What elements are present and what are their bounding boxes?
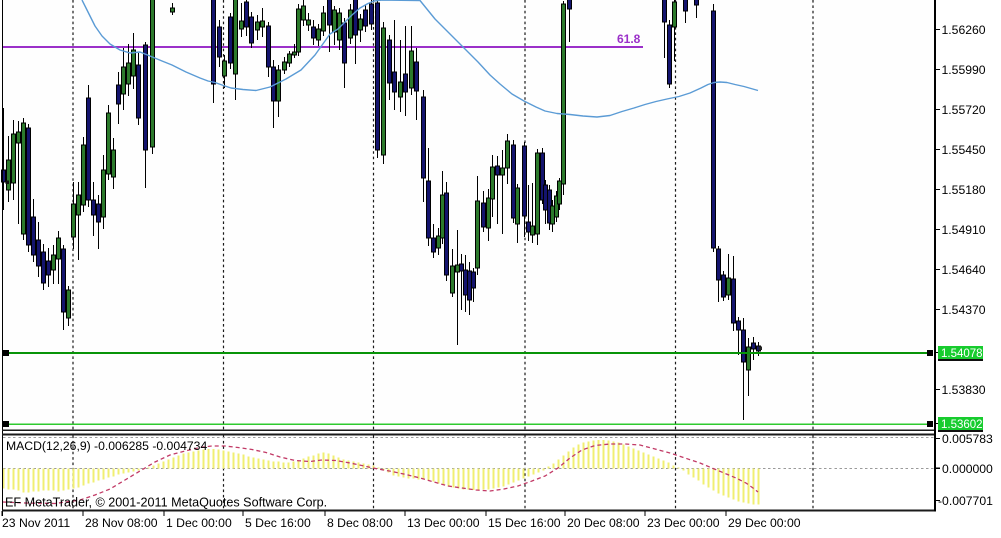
svg-text:0.000000: 0.000000 bbox=[942, 462, 993, 476]
svg-text:15 Dec 16:00: 15 Dec 16:00 bbox=[488, 516, 561, 530]
svg-text:5 Dec 16:00: 5 Dec 16:00 bbox=[245, 516, 311, 530]
svg-text:1.54078: 1.54078 bbox=[941, 348, 983, 360]
svg-text:1.53830: 1.53830 bbox=[942, 383, 986, 397]
svg-text:1.54910: 1.54910 bbox=[942, 223, 986, 237]
svg-text:1.55990: 1.55990 bbox=[942, 63, 986, 77]
svg-text:1.55450: 1.55450 bbox=[942, 143, 986, 157]
svg-text:13 Dec 00:00: 13 Dec 00:00 bbox=[407, 516, 480, 530]
svg-text:61.8: 61.8 bbox=[617, 32, 641, 46]
svg-text:1.56260: 1.56260 bbox=[942, 23, 986, 37]
svg-text:1.54370: 1.54370 bbox=[942, 303, 986, 317]
svg-text:8 Dec 08:00: 8 Dec 08:00 bbox=[327, 516, 393, 530]
svg-text:23 Dec 00:00: 23 Dec 00:00 bbox=[647, 516, 720, 530]
svg-text:0.005783: 0.005783 bbox=[942, 432, 993, 446]
svg-text:23 Nov 2011: 23 Nov 2011 bbox=[2, 516, 70, 530]
svg-text:1.55180: 1.55180 bbox=[942, 183, 986, 197]
svg-text:1.54640: 1.54640 bbox=[942, 263, 986, 277]
svg-text:1 Dec 00:00: 1 Dec 00:00 bbox=[166, 516, 232, 530]
svg-text:1.55720: 1.55720 bbox=[942, 103, 986, 117]
svg-text:-0.007701: -0.007701 bbox=[938, 494, 993, 508]
svg-text:EF MetaTrader, © 2001-2011 Met: EF MetaTrader, © 2001-2011 MetaQuotes So… bbox=[5, 496, 327, 510]
svg-text:MACD(12,26,9) -0.006285 -0.004: MACD(12,26,9) -0.006285 -0.004734 bbox=[6, 439, 207, 453]
svg-text:28 Nov 08:00: 28 Nov 08:00 bbox=[85, 516, 158, 530]
svg-text:29 Dec 00:00: 29 Dec 00:00 bbox=[728, 516, 801, 530]
svg-text:20 Dec 08:00: 20 Dec 08:00 bbox=[567, 516, 640, 530]
svg-text:1.53602: 1.53602 bbox=[941, 419, 983, 431]
